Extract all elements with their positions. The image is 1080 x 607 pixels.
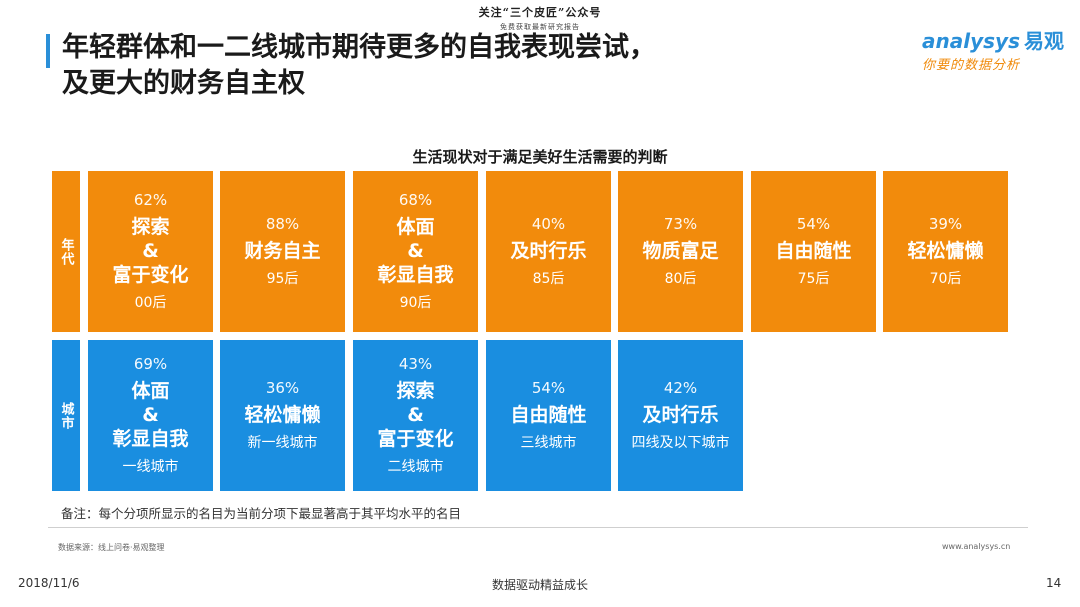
cell-trait: 财务自主	[244, 240, 321, 262]
cell-trait: 自由随性	[775, 240, 852, 262]
cell-group: 95后	[266, 271, 299, 287]
cell-city-2: 43% 探索 & 富于变化二线城市	[353, 340, 478, 491]
cell-percentage: 62%	[133, 191, 168, 209]
cell-city-4: 42% 及时行乐四线及以下城市	[618, 340, 743, 491]
cell-group: 85后	[532, 271, 565, 287]
cell-percentage: 54%	[531, 379, 566, 397]
watermark-line-2: 免费获取最新研究报告	[500, 23, 580, 31]
cell-city-3: 54% 自由随性三线城市	[486, 340, 611, 491]
page-title: 年轻群体和一二线城市期待更多的自我表现尝试， 及更大的财务自主权	[62, 30, 762, 102]
page-title-line-2: 及更大的财务自主权	[62, 68, 305, 99]
watermark-note: 关注“三个皮匠”公众号 免费获取最新研究报告	[0, 4, 1080, 32]
cell-trait: 及时行乐	[642, 404, 719, 426]
cell-age-3: 40% 及时行乐 85后	[486, 171, 611, 332]
brand-logo: analysys 易观 你要的数据分析	[922, 30, 1072, 73]
cell-age-1: 88% 财务自主 95后	[220, 171, 345, 332]
footer-date: 2018/11/6	[18, 576, 80, 590]
cell-age-2: 68% 体面 & 彰显自我 90后	[353, 171, 478, 332]
row-label-age-text: 年代	[58, 237, 74, 266]
website-link[interactable]: www.analysys.cn	[942, 542, 1011, 551]
cell-percentage: 54%	[796, 215, 831, 233]
cell-trait: 轻松慵懒	[244, 404, 321, 426]
cell-trait: 体面 & 彰显自我	[377, 216, 454, 286]
cell-percentage: 40%	[531, 215, 566, 233]
data-source: 数据来源：线上问卷·易观整理	[58, 543, 165, 552]
cell-age-6: 39% 轻松慵懒 70后	[883, 171, 1008, 332]
cell-trait: 自由随性	[510, 404, 587, 426]
row-label-city: 城市	[52, 340, 80, 491]
cell-group: 00后	[134, 295, 167, 311]
cell-group: 三线城市	[520, 435, 577, 451]
divider	[48, 527, 1028, 528]
row-label-city-text: 城市	[58, 401, 74, 430]
cell-percentage: 68%	[398, 191, 433, 209]
cell-city-1: 36% 轻松慵懒新一线城市	[220, 340, 345, 491]
cell-group: 90后	[399, 295, 432, 311]
brand-name-cn: 易观	[1023, 29, 1064, 53]
cell-percentage: 73%	[663, 215, 698, 233]
cell-age-0: 62% 探索 & 富于变化 00后	[88, 171, 213, 332]
cell-city-0: 69% 体面 & 彰显自我一线城市	[88, 340, 213, 491]
cell-group: 70后	[929, 271, 962, 287]
cell-percentage: 42%	[663, 379, 698, 397]
cell-trait: 探索 & 富于变化	[112, 216, 189, 286]
cell-group: 四线及以下城市	[631, 435, 730, 451]
watermark-line-1: 关注“三个皮匠”公众号	[478, 6, 602, 19]
cell-trait: 物质富足	[642, 240, 719, 262]
cell-trait: 体面 & 彰显自我	[112, 380, 189, 450]
brand-slogan: 你要的数据分析	[922, 58, 1021, 73]
cell-percentage: 69%	[133, 355, 168, 373]
cell-percentage: 88%	[265, 215, 300, 233]
cell-trait: 轻松慵懒	[907, 240, 984, 262]
page-title-line-1: 年轻群体和一二线城市期待更多的自我表现尝试，	[62, 32, 656, 63]
page-number: 14	[1046, 576, 1062, 590]
title-accent-bar	[46, 34, 50, 68]
cell-trait: 及时行乐	[510, 240, 587, 262]
cell-group: 75后	[797, 271, 830, 287]
footer-slogan: 数据驱动精益成长	[491, 578, 588, 592]
cell-group: 二线城市	[387, 459, 444, 475]
footnote: 备注：每个分项所显示的名目为当前分项下最显著高于其平均水平的名目	[61, 506, 462, 521]
brand-name-latin: analysys	[922, 29, 1020, 53]
cell-group: 一线城市	[122, 459, 179, 475]
cell-group: 新一线城市	[247, 435, 318, 451]
cell-age-5: 54% 自由随性 75后	[751, 171, 876, 332]
row-label-age: 年代	[52, 171, 80, 332]
cell-group: 80后	[664, 271, 697, 287]
cell-percentage: 39%	[928, 215, 963, 233]
cell-trait: 探索 & 富于变化	[377, 380, 454, 450]
cell-age-4: 73% 物质富足 80后	[618, 171, 743, 332]
cell-percentage: 36%	[265, 379, 300, 397]
chart-title: 生活现状对于满足美好生活需要的判断	[412, 148, 668, 166]
cell-percentage: 43%	[398, 355, 433, 373]
